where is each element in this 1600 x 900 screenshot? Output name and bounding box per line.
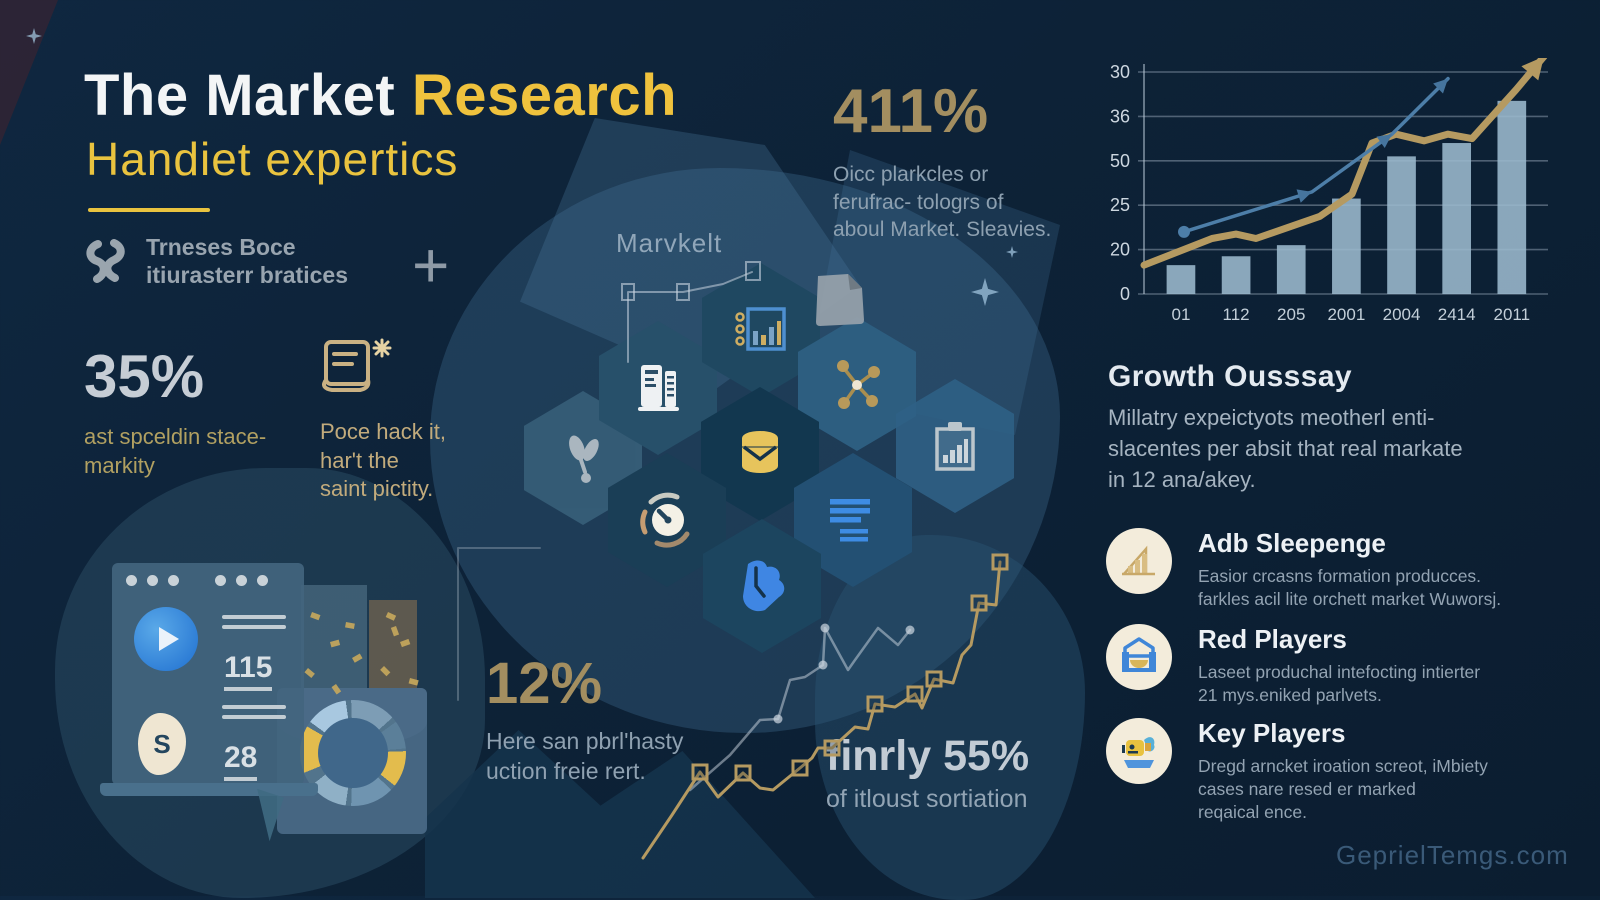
folder-icon bbox=[806, 268, 872, 332]
svg-text:36: 36 bbox=[1110, 106, 1130, 126]
play-button[interactable] bbox=[134, 607, 198, 671]
list-item-title: Red Players bbox=[1198, 624, 1347, 654]
plus-icon: + bbox=[412, 229, 450, 301]
stat-35-value: 35% bbox=[84, 343, 205, 410]
text-rule bbox=[222, 615, 286, 619]
marvkelt-label: Marvkelt bbox=[616, 228, 723, 258]
stat-411-desc: Oicc plarkcles or ferufrac- tologrs of a… bbox=[833, 163, 1052, 242]
donut-hole bbox=[318, 718, 388, 788]
stat-411: 411% Oicc plarkcles or ferufrac- tologrs… bbox=[833, 76, 1051, 244]
stat-35-desc: ast spceldin stace- markity bbox=[84, 424, 267, 478]
growth-bars-icon bbox=[1106, 528, 1172, 594]
list-item-body: Easior crcasns formation producces. fark… bbox=[1198, 566, 1502, 610]
window-dot bbox=[215, 575, 226, 586]
database-mail-icon bbox=[742, 431, 778, 473]
svg-text:2004: 2004 bbox=[1383, 305, 1421, 324]
svg-text:2001: 2001 bbox=[1327, 305, 1365, 324]
poce-note-text: Poce hack it, har't the saint pictity. bbox=[320, 419, 446, 502]
list-item-title: Adb Sleepenge bbox=[1198, 528, 1386, 558]
list-item-title: Key Players bbox=[1198, 718, 1346, 748]
card-number-28: 28 bbox=[224, 741, 258, 781]
title-part-accent: Research bbox=[411, 63, 677, 128]
stat-55-value: finrly 55% bbox=[826, 732, 1030, 780]
window-dot bbox=[257, 575, 268, 586]
hand-icon bbox=[743, 560, 785, 612]
page-title: The Market Research bbox=[84, 62, 677, 129]
play-icon bbox=[159, 627, 179, 651]
card-number-115: 115 bbox=[224, 651, 273, 691]
list-item-adb-sleepenge: Adb Sleepenge Easior crcasns formation p… bbox=[1106, 528, 1501, 611]
growth-section-body: Millatry expeictyots meotherl enti- slac… bbox=[1108, 405, 1463, 493]
window-dots bbox=[126, 575, 268, 586]
svg-text:0: 0 bbox=[1120, 284, 1130, 304]
chart-document-icon bbox=[735, 307, 786, 351]
window-dot bbox=[236, 575, 247, 586]
svg-text:2011: 2011 bbox=[1494, 305, 1531, 324]
laptop-base bbox=[100, 783, 318, 796]
poce-note: Poce hack it, har't the saint pictity. bbox=[320, 336, 446, 504]
background-blob bbox=[815, 535, 1085, 900]
scroll-icon bbox=[322, 338, 392, 392]
illustration-panel-brown bbox=[369, 600, 417, 688]
stat-411-value: 411% bbox=[833, 77, 989, 146]
page-subtitle: Handiet expertics bbox=[86, 133, 459, 185]
svg-text:205: 205 bbox=[1277, 305, 1305, 324]
watermark: GeprielTemgs.com bbox=[1336, 840, 1569, 870]
stat-12-desc: Here san pbrl'hasty uction freie rert. bbox=[486, 728, 684, 784]
list-item-body: Dregd arncket iroation screot, iMbiety c… bbox=[1198, 756, 1488, 823]
growth-combo-chart: 30 36 50 25 20 0 01 112 205 2001 2004 2414 2011 bbox=[1098, 58, 1554, 336]
illustration-panel bbox=[301, 585, 367, 689]
svg-text:30: 30 bbox=[1110, 62, 1130, 82]
text-rule bbox=[222, 625, 286, 629]
brand-block: Trneses Boce itiurasterr bratices bbox=[84, 234, 348, 289]
stat-55: finrly 55% of itloust sortiation bbox=[826, 732, 1029, 814]
stat-55-desc: of itloust sortiation bbox=[826, 785, 1028, 813]
title-part-white: The Market bbox=[84, 63, 396, 128]
list-item-body: Laseet produchal intefocting intierter 2… bbox=[1198, 662, 1481, 706]
squiggle-logo-icon bbox=[84, 238, 130, 285]
svg-text:50: 50 bbox=[1110, 151, 1130, 171]
network-nodes-icon bbox=[837, 360, 880, 409]
svg-text:112: 112 bbox=[1223, 305, 1250, 324]
title-underline bbox=[88, 208, 210, 212]
growth-section-title: Growth Ousssay bbox=[1108, 360, 1353, 393]
stat-12-value: 12% bbox=[486, 651, 603, 716]
stat-35: 35% ast spceldin stace- markity bbox=[84, 342, 266, 480]
brand-text: Trneses Boce itiurasterr bratices bbox=[146, 234, 348, 288]
text-rule bbox=[222, 705, 286, 709]
window-card: 115 S 28 bbox=[112, 563, 304, 785]
server-icon bbox=[638, 365, 679, 411]
svg-text:01: 01 bbox=[1171, 305, 1190, 324]
text-lines-icon bbox=[830, 499, 870, 542]
window-dot bbox=[147, 575, 158, 586]
clipboard-chart-icon bbox=[935, 422, 975, 471]
svg-text:20: 20 bbox=[1110, 240, 1130, 260]
window-dot bbox=[168, 575, 179, 586]
svg-text:25: 25 bbox=[1110, 195, 1130, 215]
window-dot bbox=[126, 575, 137, 586]
corner-accent bbox=[0, 0, 58, 145]
robot-icon bbox=[1106, 718, 1172, 784]
list-item-key-players: Key Players Dregd arncket iroation screo… bbox=[1106, 718, 1488, 824]
svg-text:2414: 2414 bbox=[1438, 305, 1476, 324]
stat-12: 12% Here san pbrl'hasty uction freie rer… bbox=[486, 650, 683, 787]
market-house-icon bbox=[1106, 624, 1172, 690]
text-rule bbox=[222, 715, 286, 719]
list-item-red-players: Red Players Laseet produchal intefocting… bbox=[1106, 624, 1480, 707]
leaf-icon bbox=[569, 435, 599, 483]
gauge-icon bbox=[640, 492, 690, 548]
s-badge: S bbox=[138, 713, 186, 775]
